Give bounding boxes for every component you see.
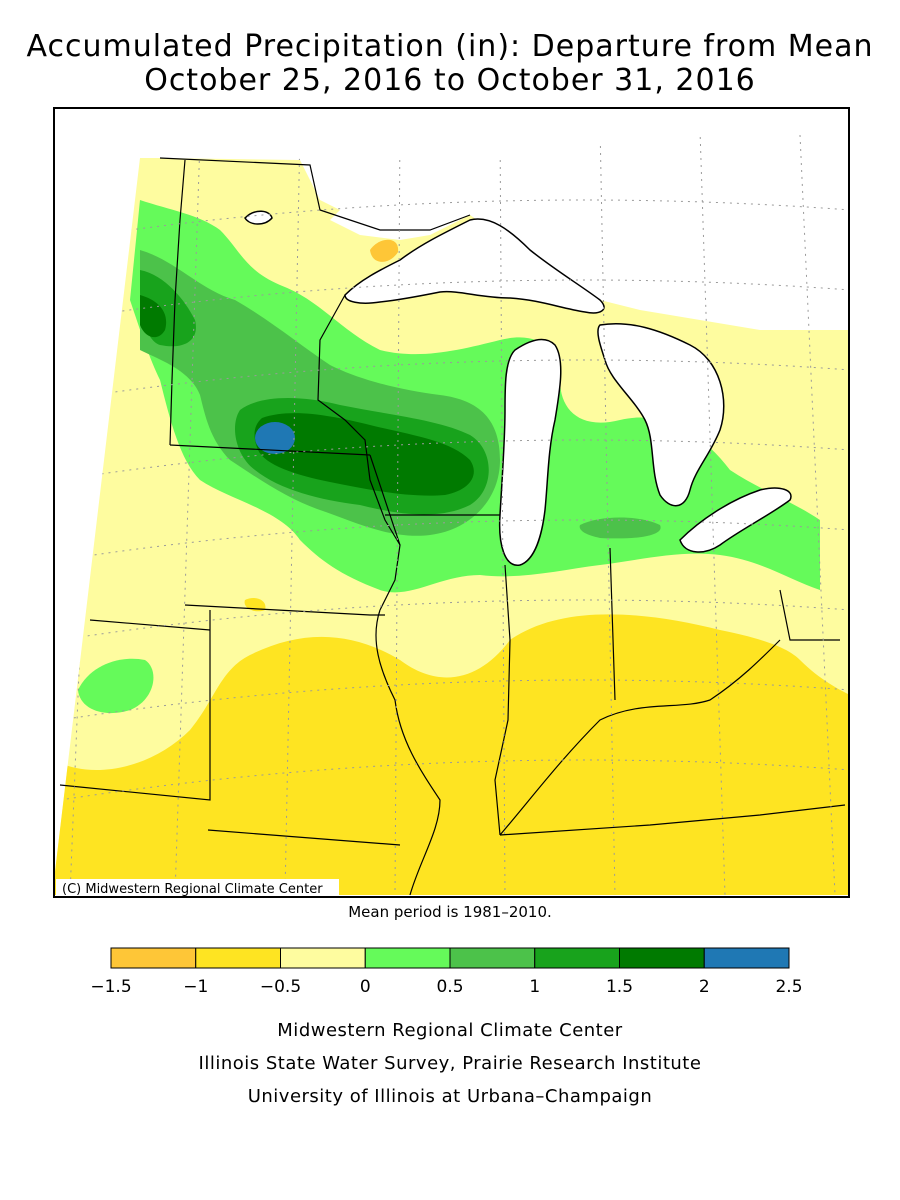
border-sd-ia: [169, 444, 371, 456]
legend-swatch-3: [364, 947, 451, 969]
map-date-range: October 25, 2016 to October 31, 2016: [144, 63, 756, 98]
legend-tick-label: −0.5: [260, 977, 301, 997]
river-ohio: [499, 639, 781, 836]
border-ky-tn: [499, 804, 846, 836]
zone-2-25: [255, 422, 295, 454]
map-frame-border: [53, 107, 850, 898]
legend-swatch-0: [110, 947, 197, 969]
legend-tick-label: 1: [529, 977, 540, 997]
legend-swatch-1: [195, 947, 281, 969]
legend-tick-label: 1.5: [606, 977, 633, 997]
mean-period-note: Mean period is 1981–2010.: [348, 903, 552, 921]
legend-swatch-5: [534, 947, 620, 969]
legend-swatch-4: [449, 947, 536, 969]
border-il-in: [494, 564, 511, 836]
zone-0-05-west: [78, 658, 154, 714]
canada-border: [159, 157, 471, 231]
zone-15-2: [140, 295, 474, 496]
credit-line-2: Illinois State Water Survey, Prairie Res…: [198, 1053, 702, 1074]
lake-michigan: [498, 338, 562, 566]
lake-erie: [679, 487, 792, 553]
lake-huron: [597, 322, 725, 507]
legend-tick-label: −1: [183, 977, 208, 997]
legend-tick-label: 2: [699, 977, 710, 997]
zone-05-1-mich: [579, 517, 661, 539]
credit-line-3: University of Illinois at Urbana–Champai…: [247, 1086, 653, 1107]
copyright-text: (C) Midwestern Regional Climate Center: [62, 882, 323, 897]
legend-tick-label: 2.5: [775, 977, 802, 997]
legend-swatch-2: [280, 947, 366, 969]
border-ia-il: [369, 454, 401, 611]
border-mn-wi: [317, 294, 401, 546]
zone-neg15-spot: [370, 239, 399, 262]
river-mississippi: [375, 609, 441, 896]
border-nd-mn: [169, 159, 186, 446]
lake-of-the-woods: [244, 210, 273, 225]
map-title: Accumulated Precipitation (in): Departur…: [26, 29, 874, 64]
legend: −1.5 −1 −0.5 0 0.5 1 1.5 2 2.5: [90, 947, 803, 997]
legend-tick-label: 0: [360, 977, 371, 997]
legend-tick-label: 0.5: [436, 977, 463, 997]
border-ne-ks: [89, 619, 211, 631]
state-boundaries: [59, 157, 846, 896]
border-mo-ar: [207, 829, 401, 846]
border-ks-mo: [59, 610, 211, 801]
credit-line-1: Midwestern Regional Climate Center: [277, 1020, 623, 1041]
border-ia-mo: [184, 604, 385, 616]
legend-swatch-6: [619, 947, 705, 969]
border-in-oh: [609, 547, 616, 701]
legend-swatch-7: [703, 947, 790, 969]
zone-neg1-neg05: [54, 614, 850, 895]
great-lakes: [160, 100, 850, 566]
legend-tick-label: −1.5: [90, 977, 131, 997]
canada-area: [160, 100, 850, 330]
copyright-box: [56, 879, 339, 896]
